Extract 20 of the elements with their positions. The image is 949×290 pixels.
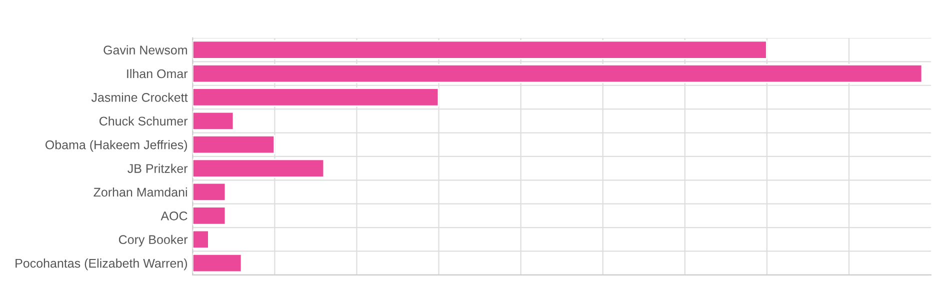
y-tick-label: Jasmine Crockett	[91, 92, 188, 102]
y-tick-label: Ilhan Omar	[127, 69, 188, 78]
bar	[192, 40, 768, 60]
y-tick-label: JB Pritzker	[128, 164, 188, 173]
bar	[192, 206, 226, 226]
bar	[192, 253, 242, 273]
bar	[192, 158, 325, 178]
bar	[192, 230, 210, 249]
bar	[192, 64, 923, 84]
y-tick-label: Pocohantas (Elizabeth Warren)	[16, 258, 188, 270]
y-tick-label: Cory Booker	[118, 234, 188, 247]
y-tick-label: Zorhan Mamdani	[94, 187, 187, 197]
bar	[192, 135, 276, 154]
bar	[192, 88, 440, 107]
bar	[192, 111, 234, 130]
bar	[192, 182, 226, 202]
y-tick-label: AOC	[160, 211, 188, 220]
y-tick-label: Obama (Hakeem Jeffries)	[46, 140, 188, 152]
y-tick-label: Gavin Newsom	[104, 45, 187, 54]
y-tick-label: Chuck Schumer	[100, 116, 188, 126]
